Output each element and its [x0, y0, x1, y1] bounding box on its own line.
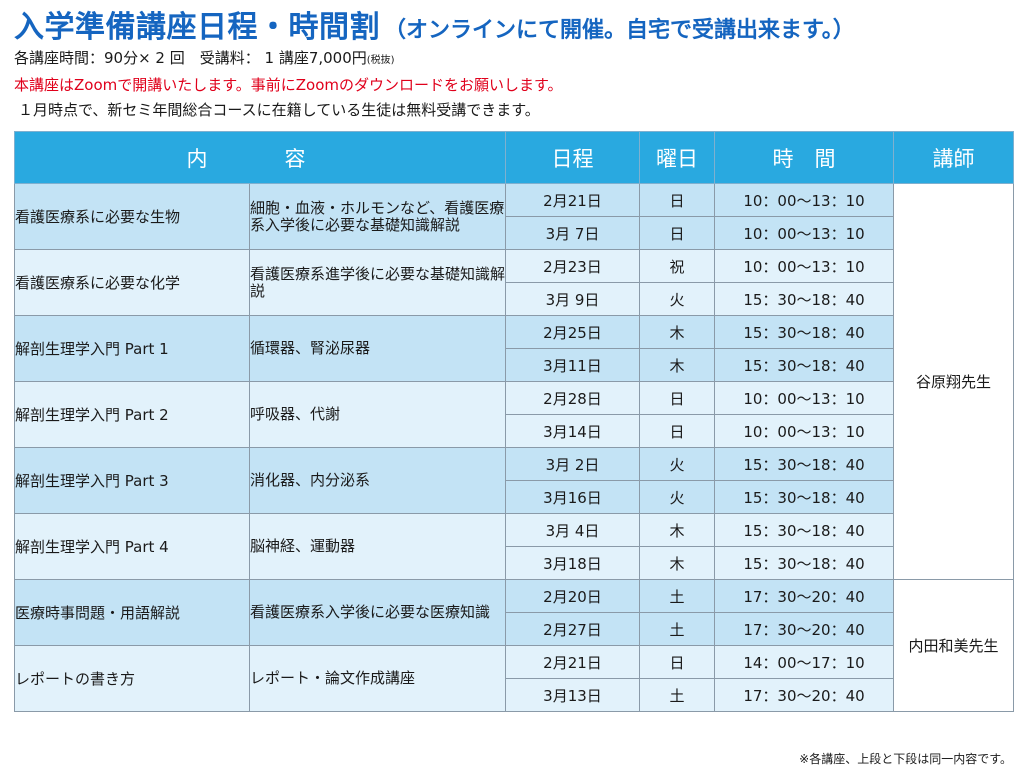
session-time: 14：00〜17：10	[714, 645, 894, 679]
session-date: 2月23日	[505, 249, 640, 283]
session-day: 木	[639, 348, 715, 382]
table-row: 解剖生理学入門 Part 2 呼吸器、代謝 2月28日 日 10：00〜13：1…	[14, 381, 1014, 448]
session-time: 10：00〜13：10	[714, 216, 894, 250]
course-name: 医療時事問題・用語解説	[14, 579, 250, 646]
session-date: 3月14日	[505, 414, 640, 448]
session-date: 2月25日	[505, 315, 640, 349]
session-time: 15：30〜18：40	[714, 447, 894, 481]
info-line: 各講座時間：90分× 2 回 受講料： 1 講座7,000円(税抜)	[14, 47, 395, 68]
course-desc: 脳神経、運動器	[249, 513, 506, 580]
course-desc: 細胞・血液・ホルモンなど、看護医療系入学後に必要な基礎知識解説	[249, 183, 506, 250]
session-date: 3月16日	[505, 480, 640, 514]
session-time: 10：00〜13：10	[714, 183, 894, 217]
session-date: 2月28日	[505, 381, 640, 415]
session-time: 17：30〜20：40	[714, 579, 894, 613]
session-day: 土	[639, 579, 715, 613]
table-row: 3月18日 木 15：30〜18：40	[15, 546, 1014, 580]
header-date: 日程	[505, 131, 640, 184]
course-name: 解剖生理学入門 Part 3	[14, 447, 250, 514]
session-day: 日	[639, 216, 715, 250]
session-day: 日	[639, 381, 715, 415]
table-row: 3月 7日 日 10：00〜13：10	[15, 216, 1014, 250]
table-row: レポートの書き方 レポート・論文作成講座 2月21日 日 14：00〜17：10	[14, 645, 1014, 712]
header-content: 内 容	[14, 131, 506, 184]
header-day: 曜日	[639, 131, 715, 184]
table-row: 3月11日 木 15：30〜18：40	[15, 348, 1014, 382]
session-day: 土	[639, 678, 715, 712]
session-date: 3月 2日	[505, 447, 640, 481]
table-row: 3月16日 火 15：30〜18：40	[15, 480, 1014, 514]
schedule-table: 内 容 日程 曜日 時 間 講師 看護医療系に必要な生物 細胞・血液・ホルモンな…	[14, 131, 1014, 712]
header-teacher: 講師	[893, 131, 1014, 184]
session-time: 15：30〜18：40	[714, 480, 894, 514]
course-desc: 循環器、腎泌尿器	[249, 315, 506, 382]
session-date: 3月 9日	[505, 282, 640, 316]
session-day: 土	[639, 612, 715, 646]
session-date: 2月21日	[505, 183, 640, 217]
session-date: 2月21日	[505, 645, 640, 679]
session-time: 15：30〜18：40	[714, 282, 894, 316]
session-time: 15：30〜18：40	[714, 348, 894, 382]
zoom-notice: 本講座はZoomで開講いたします。事前にZoomのダウンロードをお願いします。	[14, 76, 563, 94]
session-day: 木	[639, 513, 715, 547]
session-day: 火	[639, 447, 715, 481]
course-name: 看護医療系に必要な化学	[14, 249, 250, 316]
table-row: 看護医療系に必要な生物 細胞・血液・ホルモンなど、看護医療系入学後に必要な基礎知…	[14, 183, 1014, 580]
course-desc: レポート・論文作成講座	[249, 645, 506, 712]
session-day: 日	[639, 645, 715, 679]
teacher-cell: 内田和美先生	[893, 579, 1014, 712]
table-row: 解剖生理学入門 Part 3 消化器、内分泌系 3月 2日 火 15：30〜18…	[14, 447, 1014, 514]
session-time: 15：30〜18：40	[714, 513, 894, 547]
table-row: 3月13日 土 17：30〜20：40	[15, 678, 1014, 712]
page-title: 入学準備講座日程・時間割	[14, 10, 380, 45]
course-name: 解剖生理学入門 Part 4	[14, 513, 250, 580]
session-time: 10：00〜13：10	[714, 381, 894, 415]
course-name: レポートの書き方	[14, 645, 250, 712]
session-date: 3月 7日	[505, 216, 640, 250]
free-notice: １月時点で、新セミ年間総合コースに在籍している生徒は無料受講できます。	[18, 101, 540, 119]
session-day: 日	[639, 414, 715, 448]
session-date: 3月18日	[505, 546, 640, 580]
page-subtitle: （オンラインにて開催。自宅で受講出来ます。）	[384, 18, 855, 43]
table-row: 医療時事問題・用語解説 看護医療系入学後に必要な医療知識 2月20日 土 17：…	[14, 579, 1014, 712]
session-date: 3月13日	[505, 678, 640, 712]
session-day: 日	[639, 183, 715, 217]
session-time: 17：30〜20：40	[714, 678, 894, 712]
table-row: 解剖生理学入門 Part 1 循環器、腎泌尿器 2月25日 木 15：30〜18…	[14, 315, 1014, 382]
session-day: 祝	[639, 249, 715, 283]
course-name: 解剖生理学入門 Part 2	[14, 381, 250, 448]
session-day: 木	[639, 546, 715, 580]
session-time: 17：30〜20：40	[714, 612, 894, 646]
footnote: ※各講座、上段と下段は同一内容です。	[799, 752, 1012, 766]
page-title-row: 入学準備講座日程・時間割 （オンラインにて開催。自宅で受講出来ます。）	[14, 2, 855, 46]
tax-note: (税抜)	[366, 55, 395, 66]
header-time: 時 間	[714, 131, 894, 184]
course-name: 看護医療系に必要な生物	[14, 183, 250, 250]
course-desc: 呼吸器、代謝	[249, 381, 506, 448]
session-day: 木	[639, 315, 715, 349]
table-row: 3月 9日 火 15：30〜18：40	[15, 282, 1014, 316]
table-row: 解剖生理学入門 Part 4 脳神経、運動器 3月 4日 木 15：30〜18：…	[14, 513, 1014, 580]
session-time: 15：30〜18：40	[714, 546, 894, 580]
session-date: 2月20日	[505, 579, 640, 613]
session-date: 3月 4日	[505, 513, 640, 547]
teacher-cell: 谷原翔先生	[893, 183, 1014, 580]
table-header-row: 内 容 日程 曜日 時 間 講師	[14, 131, 1014, 184]
session-time: 10：00〜13：10	[714, 414, 894, 448]
course-desc: 看護医療系入学後に必要な医療知識	[249, 579, 506, 646]
course-name: 解剖生理学入門 Part 1	[14, 315, 250, 382]
course-time-fee: 各講座時間：90分× 2 回 受講料： 1 講座7,000円	[14, 49, 367, 67]
table-row: 看護医療系に必要な化学 看護医療系進学後に必要な基礎知識解説 2月23日 祝 1…	[14, 249, 1014, 316]
session-time: 15：30〜18：40	[714, 315, 894, 349]
session-date: 2月27日	[505, 612, 640, 646]
session-time: 10：00〜13：10	[714, 249, 894, 283]
course-desc: 消化器、内分泌系	[249, 447, 506, 514]
course-desc: 看護医療系進学後に必要な基礎知識解説	[249, 249, 506, 316]
session-day: 火	[639, 282, 715, 316]
session-date: 3月11日	[505, 348, 640, 382]
table-row: 2月27日 土 17：30〜20：40	[15, 612, 1014, 646]
session-day: 火	[639, 480, 715, 514]
table-row: 3月14日 日 10：00〜13：10	[15, 414, 1014, 448]
